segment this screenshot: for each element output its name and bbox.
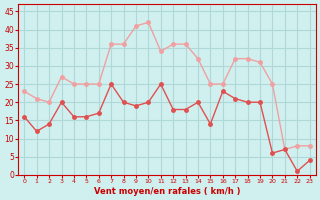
X-axis label: Vent moyen/en rafales ( km/h ): Vent moyen/en rafales ( km/h ) — [94, 187, 240, 196]
